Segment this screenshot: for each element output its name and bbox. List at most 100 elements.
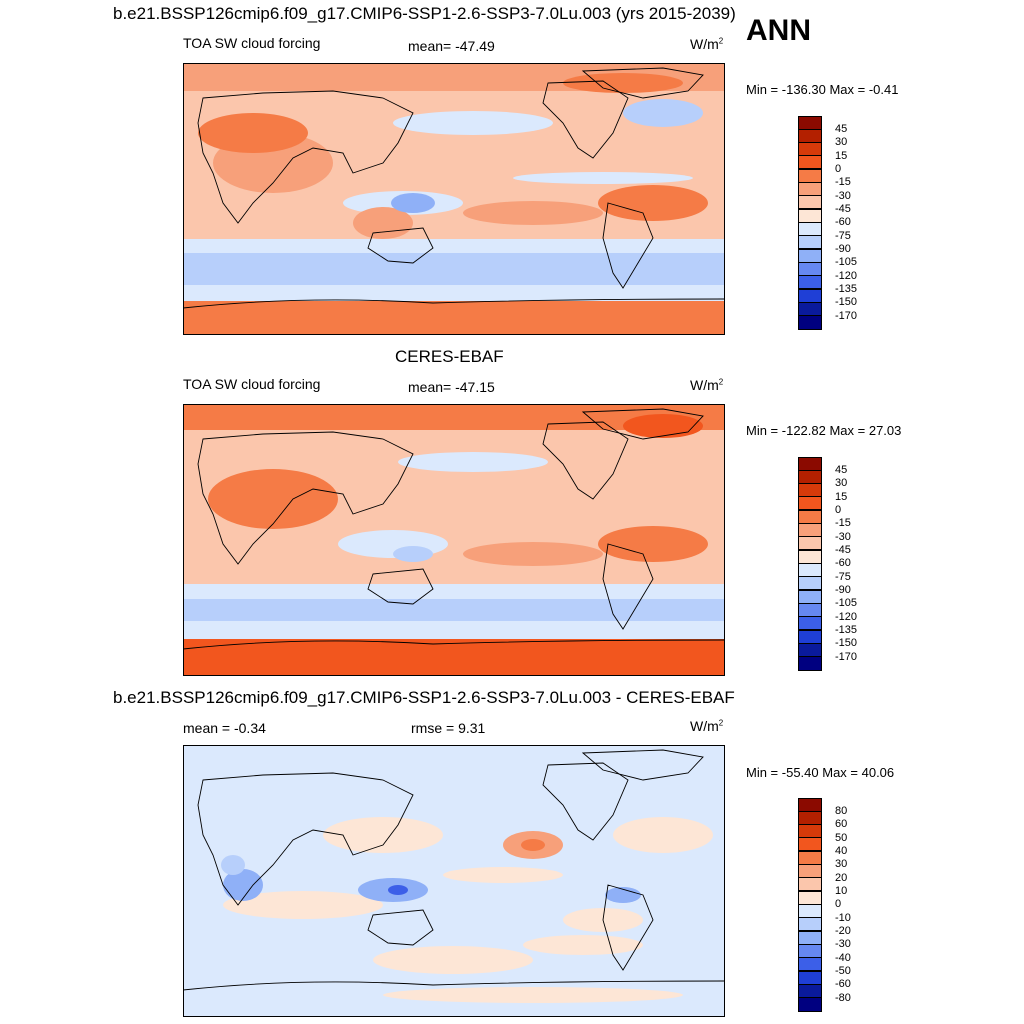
panel3-colorbar-swatch: [798, 984, 822, 998]
panel1-colorbar-swatch: [798, 142, 822, 156]
panel3-colorbar-label: 0: [835, 898, 842, 910]
panel1-colorbar-label: -15: [835, 176, 851, 188]
panel2-mean-label: mean= -47.15: [408, 379, 495, 395]
panel3-colorbar-swatch: [798, 877, 822, 891]
panel2-colorbar-label: -105: [835, 597, 858, 609]
panel1-colorbar-swatch: [798, 182, 822, 196]
panel2-colorbar: 45 30 15 0 -15 -30 -45 -60 -75 -90 -105 …: [798, 457, 858, 671]
panel1-units: W/m2: [690, 36, 724, 52]
panel2-colorbar-label: -15: [835, 517, 851, 529]
panel1-colorbar-label: 30: [835, 136, 848, 148]
panel3-colorbar-label: -30: [835, 938, 851, 950]
panel2-colorbar-swatch: [798, 536, 822, 550]
panel1-colorbar-swatch: [798, 275, 822, 289]
panel3-colorbar-swatch: [798, 864, 822, 878]
panel3-colorbar-swatch: [798, 944, 822, 958]
panel2-colorbar-swatch: [798, 483, 822, 497]
panel2-colorbar-swatch: [798, 457, 822, 471]
panel3-colorbar-label: -60: [835, 978, 851, 990]
panel2-colorbar-swatch: [798, 656, 822, 671]
panel3-colorbar-swatch: [798, 837, 822, 851]
season-label: ANN: [746, 14, 811, 47]
panel2-colorbar-swatch: [798, 630, 822, 644]
panel1-colorbar: 45 30 15 0 -15 -30 -45 -60 -75 -90 -105 …: [798, 116, 858, 330]
panel1-colorbar-label: 15: [835, 150, 848, 162]
panel2-colorbar-label: 15: [835, 491, 848, 503]
panel2-colorbar-label: -60: [835, 557, 851, 569]
panel3-colorbar-swatch: [798, 904, 822, 918]
panel1-colorbar-swatch: [798, 302, 822, 316]
panel1-mean-label: mean= -47.49: [408, 38, 495, 54]
panel1-colorbar-label: -105: [835, 256, 858, 268]
panel3-colorbar-swatch: [798, 824, 822, 838]
panel3-colorbar-label: 10: [835, 885, 848, 897]
panel2-colorbar-swatch: [798, 510, 822, 524]
panel2-colorbar-label: 0: [835, 504, 842, 516]
panel1-colorbar-swatch: [798, 222, 822, 236]
panel2-colorbar-swatch: [798, 603, 822, 617]
panel1-colorbar-label: -75: [835, 230, 851, 242]
panel2-colorbar-swatch: [798, 470, 822, 484]
panel2-colorbar-swatch: [798, 550, 822, 564]
panel1-colorbar-label: 45: [835, 123, 848, 135]
panel1-colorbar-label: -120: [835, 270, 858, 282]
panel2-units: W/m2: [690, 377, 724, 393]
panel3-colorbar-label: -80: [835, 992, 851, 1004]
panel3-colorbar-swatch: [798, 811, 822, 825]
panel3-colorbar-swatch: [798, 997, 822, 1012]
panel3-title: b.e21.BSSP126cmip6.f09_g17.CMIP6-SSP1-2.…: [113, 688, 735, 707]
panel3-colorbar-label: -50: [835, 965, 851, 977]
panel1-map: [183, 63, 725, 335]
panel1-colorbar-label: -60: [835, 216, 851, 228]
panel1-colorbar-label: -150: [835, 296, 858, 308]
panel3-colorbar-label: 60: [835, 818, 848, 830]
panel2-title: CERES-EBAF: [395, 347, 504, 366]
panel1-colorbar-swatch: [798, 249, 822, 263]
panel3-colorbar-swatch: [798, 798, 822, 812]
panel1-colorbar-swatch: [798, 315, 822, 330]
panel3-colorbar-swatch: [798, 917, 822, 931]
panel3-mean-label: mean = -0.34: [183, 720, 266, 736]
panel1-minmax: Min = -136.30 Max = -0.41: [746, 82, 899, 97]
panel2-colorbar-label: 45: [835, 464, 848, 476]
panel1-colorbar-label: -30: [835, 190, 851, 202]
panel1-colorbar-label: -45: [835, 203, 851, 215]
panel1-variable-label: TOA SW cloud forcing: [183, 35, 321, 51]
panel2-colorbar-swatch: [798, 643, 822, 657]
panel1-colorbar-swatch: [798, 169, 822, 183]
panel3-colorbar-label: 20: [835, 872, 848, 884]
panel1-colorbar-swatch: [798, 129, 822, 143]
panel1-colorbar-swatch: [798, 195, 822, 209]
panel3-colorbar-label: 40: [835, 845, 848, 857]
panel3-colorbar: 80 60 50 40 30 20 10 0 -10 -20 -30 -40 -…: [798, 798, 858, 1012]
panel3-colorbar-swatch: [798, 851, 822, 865]
panel2-colorbar-label: -90: [835, 584, 851, 596]
panel2-colorbar-label: -30: [835, 531, 851, 543]
panel2-colorbar-label: -75: [835, 571, 851, 583]
panel3-map: [183, 745, 725, 1017]
panel1-colorbar-label: -90: [835, 243, 851, 255]
panel3-colorbar-swatch: [798, 971, 822, 985]
panel1-colorbar-swatch: [798, 155, 822, 169]
panel2-colorbar-swatch: [798, 523, 822, 537]
panel3-colorbar-label: -10: [835, 912, 851, 924]
panel2-colorbar-label: -170: [835, 651, 858, 663]
panel1-colorbar-swatch: [798, 116, 822, 130]
panel3-minmax: Min = -55.40 Max = 40.06: [746, 765, 895, 780]
panel2-colorbar-swatch: [798, 496, 822, 510]
panel3-colorbar-label: -20: [835, 925, 851, 937]
panel1-colorbar-swatch: [798, 235, 822, 249]
panel2-colorbar-swatch: [798, 616, 822, 630]
panel3-colorbar-label: 50: [835, 832, 848, 844]
panel3-colorbar-label: -40: [835, 952, 851, 964]
panel2-variable-label: TOA SW cloud forcing: [183, 376, 321, 392]
panel3-units: W/m2: [690, 718, 724, 734]
panel2-colorbar-swatch: [798, 576, 822, 590]
panel1-colorbar-label: 0: [835, 163, 842, 175]
panel1-colorbar-swatch: [798, 262, 822, 276]
panel2-colorbar-swatch: [798, 590, 822, 604]
panel2-colorbar-swatch: [798, 563, 822, 577]
main-title: b.e21.BSSP126cmip6.f09_g17.CMIP6-SSP1-2.…: [113, 4, 736, 23]
panel2-colorbar-label: -45: [835, 544, 851, 556]
panel3-colorbar-swatch: [798, 931, 822, 945]
